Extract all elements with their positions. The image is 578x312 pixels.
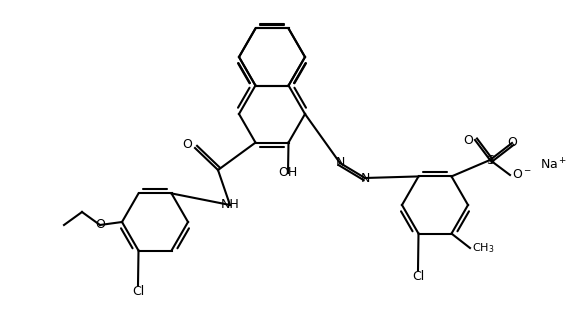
Text: O: O bbox=[463, 134, 473, 147]
Text: OH: OH bbox=[279, 167, 298, 179]
Text: CH$_3$: CH$_3$ bbox=[472, 241, 495, 255]
Text: O: O bbox=[95, 218, 105, 232]
Text: N: N bbox=[335, 157, 344, 169]
Text: Cl: Cl bbox=[132, 285, 144, 298]
Text: O: O bbox=[507, 137, 517, 149]
Text: S: S bbox=[486, 154, 494, 167]
Text: Cl: Cl bbox=[412, 270, 424, 283]
Text: NH: NH bbox=[221, 198, 239, 212]
Text: Na$^+$: Na$^+$ bbox=[540, 157, 567, 173]
Text: O: O bbox=[182, 139, 192, 152]
Text: N: N bbox=[360, 172, 370, 184]
Text: O$^-$: O$^-$ bbox=[512, 168, 532, 182]
